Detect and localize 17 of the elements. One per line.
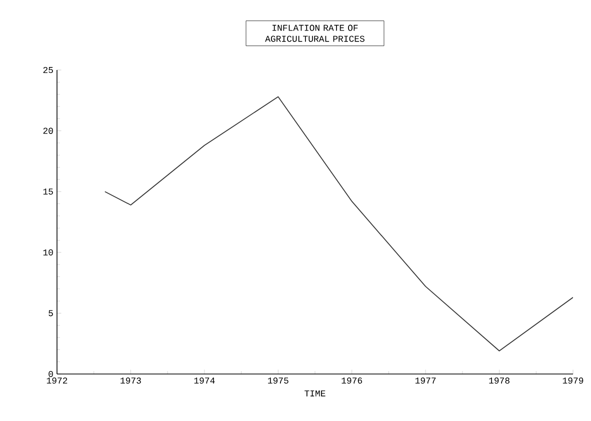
x-axis-title: TIME: [304, 390, 326, 396]
x-tick-label: 1978: [489, 378, 510, 384]
y-tick-label: 5: [48, 310, 53, 316]
y-tick-label: 25: [43, 66, 53, 74]
x-tick-label: 1976: [342, 378, 362, 384]
x-tick-label: 1977: [415, 378, 436, 384]
y-tick-label: 15: [43, 188, 53, 195]
x-tick-label: 1979: [562, 378, 584, 384]
y-tick-label: 20: [43, 128, 53, 134]
x-tick-label: 1972: [46, 378, 68, 384]
x-tick-label: 1975: [268, 378, 288, 384]
x-tick-label: 1974: [194, 378, 215, 384]
y-tick-label: 10: [43, 249, 53, 256]
y-tick-label: 0: [48, 370, 53, 378]
chart-title: INFLATION RATE OF AGRICULTURAL PRICES: [265, 24, 364, 42]
x-tick-label: 1973: [120, 378, 141, 384]
line-series: [104, 96, 574, 352]
